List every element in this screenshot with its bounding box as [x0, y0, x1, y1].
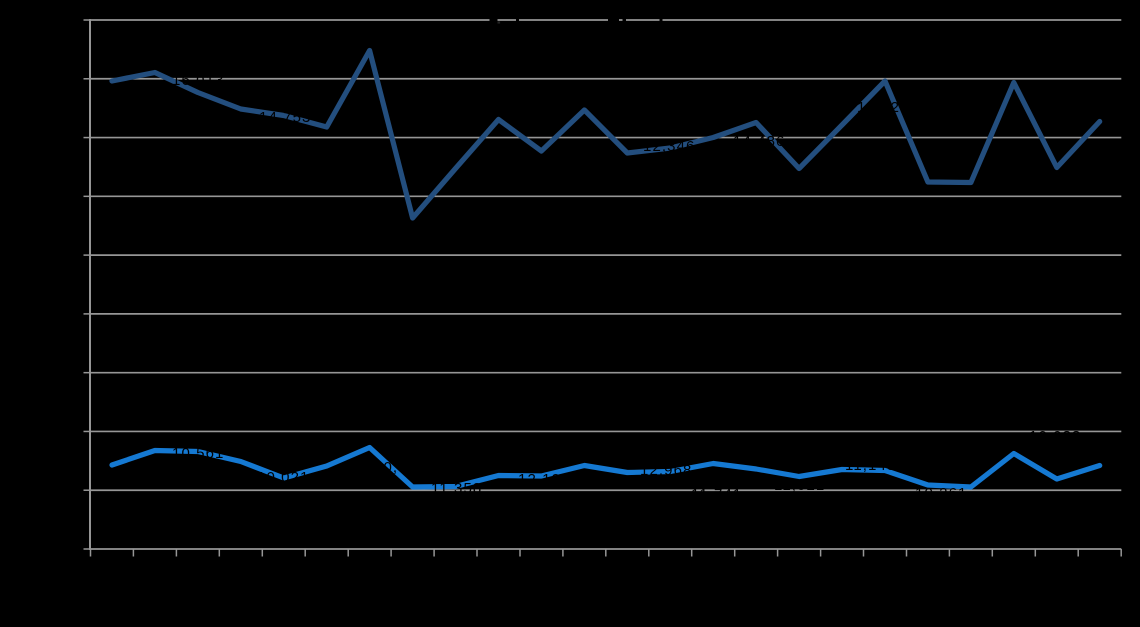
svg-text:10,261: 10,261 [915, 485, 967, 502]
svg-text:11,148: 11,148 [845, 457, 896, 474]
svg-text:12,968: 12,968 [640, 462, 692, 479]
svg-text:11,358: 11,358 [431, 480, 482, 497]
svg-text:11,741: 11,741 [691, 486, 742, 503]
svg-text:11,021: 11,021 [774, 477, 825, 494]
svg-text:16,013: 16,013 [172, 72, 224, 89]
svg-text:14,753: 14,753 [259, 109, 311, 126]
svg-text:14,486: 14,486 [733, 133, 785, 150]
svg-text:10,049: 10,049 [374, 459, 426, 476]
svg-text:16,027: 16,027 [857, 99, 909, 116]
svg-text:12,346: 12,346 [643, 138, 695, 155]
svg-text:10,561: 10,561 [172, 445, 224, 462]
svg-text:12,191: 12,191 [518, 471, 570, 488]
svg-text:10,021: 10,021 [257, 469, 309, 486]
svg-text:10,033: 10,033 [1029, 428, 1081, 445]
